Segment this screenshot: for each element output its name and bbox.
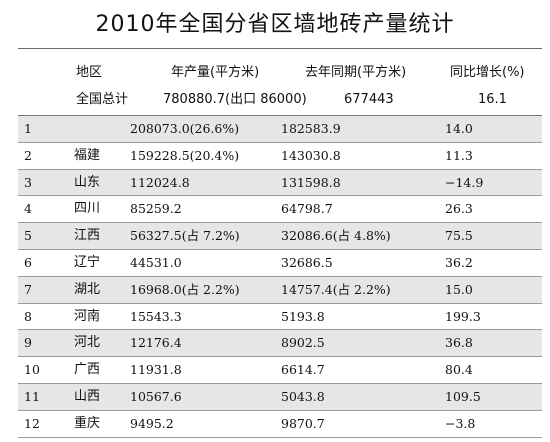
row-last-year: 9870.7	[281, 415, 325, 431]
row-region: 山东	[74, 174, 101, 190]
row-index: 3	[24, 174, 32, 190]
header-growth: 同比增长(%)	[450, 65, 525, 80]
row-growth: 109.5	[445, 388, 481, 404]
row-region: 山西	[74, 388, 101, 404]
row-production: 9495.2	[130, 415, 174, 431]
row-index: 2	[24, 147, 32, 163]
row-index: 7	[24, 281, 32, 297]
table-row: 1 208073.0(26.6%) 182583.9 14.0	[18, 116, 542, 143]
row-region: 广西	[74, 362, 101, 378]
national-total-row: 全国总计 780880.7(出口 86000) 677443 16.1	[0, 87, 550, 113]
row-region: 辽宁	[74, 254, 101, 270]
row-growth: 80.4	[445, 362, 473, 378]
row-growth: 36.8	[445, 335, 473, 351]
row-index: 11	[24, 388, 40, 404]
row-index: 4	[24, 201, 32, 217]
row-last-year: 182583.9	[281, 121, 341, 136]
row-last-year: 5193.8	[281, 308, 325, 324]
row-production: 56327.5(占 7.2%)	[130, 228, 240, 244]
row-region: 福建	[74, 147, 101, 163]
row-index: 5	[24, 228, 32, 244]
row-last-year: 64798.7	[281, 201, 333, 217]
row-region: 四川	[74, 201, 101, 217]
row-production: 16968.0(占 2.2%)	[130, 281, 240, 297]
table-row: 12 重庆 9495.2 9870.7 −3.8	[18, 411, 542, 438]
table-row: 3 山东 112024.8 131598.8 −14.9	[18, 169, 542, 197]
row-production: 15543.3	[130, 308, 182, 324]
row-growth: 11.3	[445, 147, 473, 163]
row-growth: 36.2	[445, 254, 473, 270]
header-region: 地区	[76, 65, 103, 80]
row-last-year: 32086.6(占 4.8%)	[281, 228, 391, 244]
row-growth: 75.5	[445, 228, 473, 244]
total-production: 780880.7(出口 86000)	[163, 92, 307, 107]
row-production: 44531.0	[130, 254, 182, 270]
table-header-row: 地区 年产量(平方米) 去年同期(平方米) 同比增长(%)	[0, 60, 550, 86]
table-top-border	[18, 115, 542, 116]
total-last-year: 677443	[344, 92, 394, 107]
row-growth: −14.9	[445, 174, 484, 190]
row-region: 河北	[74, 335, 101, 351]
header-last-year: 去年同期(平方米)	[305, 65, 407, 80]
row-production: 10567.6	[130, 388, 182, 404]
row-production: 208073.0(26.6%)	[130, 121, 240, 136]
header-production: 年产量(平方米)	[171, 65, 260, 80]
total-region: 全国总计	[76, 92, 129, 107]
row-growth: 15.0	[445, 281, 473, 297]
row-index: 9	[24, 335, 32, 351]
row-region: 重庆	[74, 415, 101, 431]
row-region: 河南	[74, 308, 101, 324]
table-row: 8 河南 15543.3 5193.8 199.3	[18, 304, 542, 331]
table-row: 2 福建 159228.5(20.4%) 143030.8 11.3	[18, 143, 542, 170]
row-index: 10	[24, 362, 40, 378]
row-last-year: 32686.5	[281, 254, 333, 270]
row-region: 湖北	[74, 281, 101, 297]
row-last-year: 131598.8	[281, 174, 341, 190]
table-row: 4 四川 85259.2 64798.7 26.3	[18, 196, 542, 224]
row-production: 85259.2	[130, 201, 182, 217]
row-growth: −3.8	[445, 415, 476, 431]
table-row: 6 辽宁 44531.0 32686.5 36.2	[18, 250, 542, 277]
row-growth: 14.0	[445, 121, 473, 136]
row-production: 11931.8	[130, 362, 182, 378]
row-production: 12176.4	[130, 335, 182, 351]
data-table: 1 208073.0(26.6%) 182583.9 14.0 2 福建 159…	[18, 116, 542, 438]
table-row: 10 广西 11931.8 6614.7 80.4	[18, 357, 542, 384]
row-last-year: 143030.8	[281, 147, 341, 163]
row-region: 江西	[74, 228, 101, 244]
total-growth: 16.1	[478, 92, 507, 107]
row-growth: 199.3	[445, 308, 481, 324]
table-row: 7 湖北 16968.0(占 2.2%) 14757.4(占 2.2%) 15.…	[18, 276, 542, 304]
table-row: 9 河北 12176.4 8902.5 36.8	[18, 330, 542, 358]
row-growth: 26.3	[445, 201, 473, 217]
row-production: 159228.5(20.4%)	[130, 147, 240, 163]
row-index: 1	[24, 121, 32, 136]
row-index: 6	[24, 254, 32, 270]
row-production: 112024.8	[130, 174, 190, 190]
table-row: 11 山西 10567.6 5043.8 109.5	[18, 383, 542, 411]
table-row: 5 江西 56327.5(占 7.2%) 32086.6(占 4.8%) 75.…	[18, 223, 542, 250]
row-index: 12	[24, 415, 40, 431]
row-index: 8	[24, 308, 32, 324]
row-last-year: 14757.4(占 2.2%)	[281, 281, 391, 297]
title-divider	[18, 48, 542, 49]
row-last-year: 5043.8	[281, 388, 325, 404]
row-last-year: 8902.5	[281, 335, 325, 351]
page-title: 2010年全国分省区墙地砖产量统计	[95, 12, 455, 37]
row-last-year: 6614.7	[281, 362, 325, 378]
